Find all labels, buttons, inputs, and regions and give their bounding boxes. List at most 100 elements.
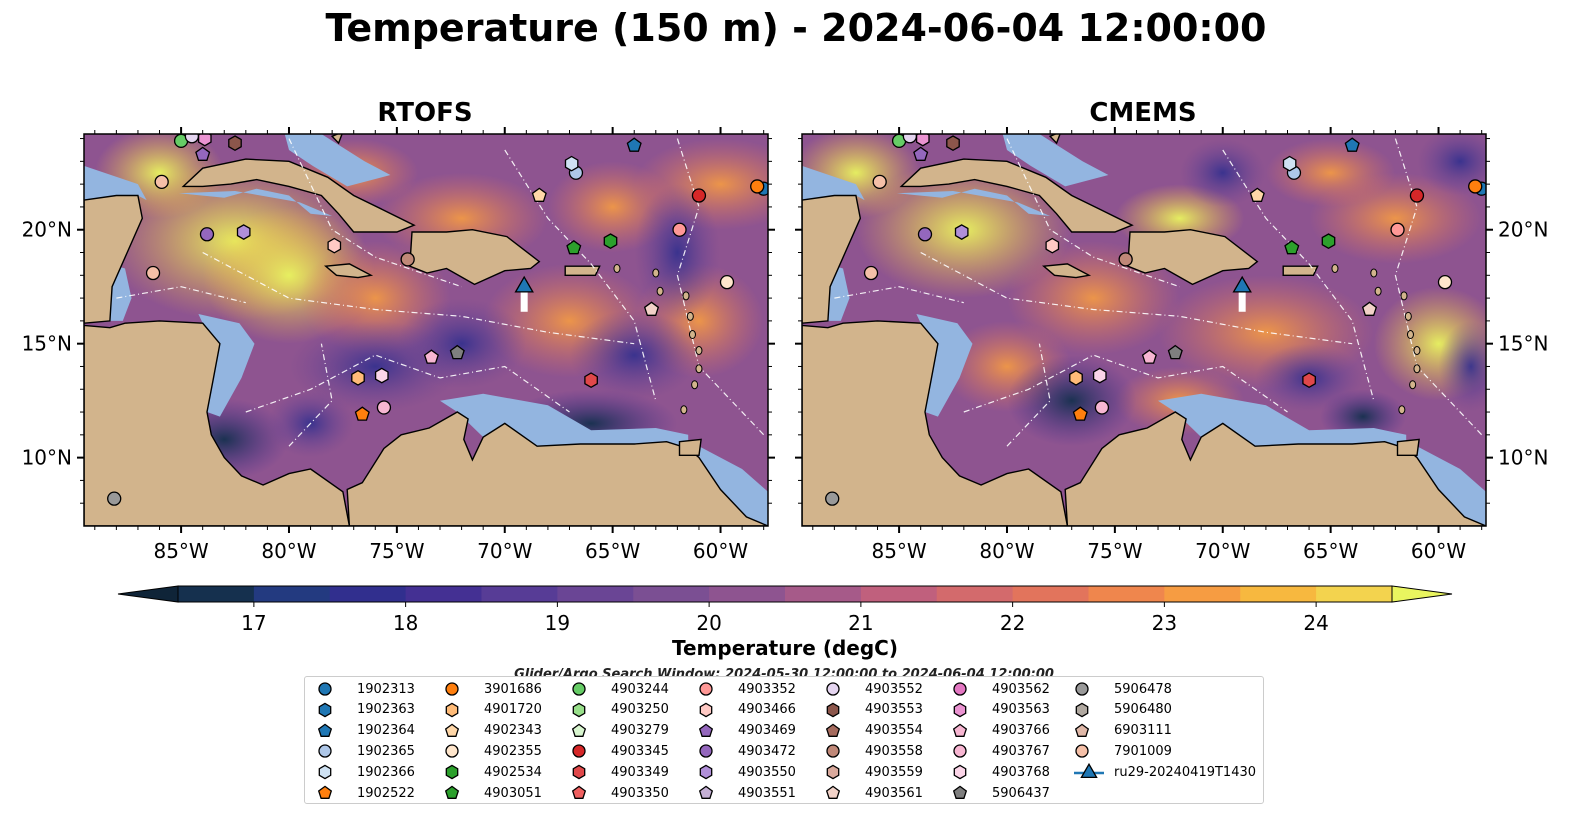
float-4903552 [902, 134, 918, 144]
legend-shape [953, 702, 967, 718]
colorbar-tick-label: 18 [393, 611, 418, 635]
legend-label: 4903766 [992, 723, 1050, 739]
legend-shape [699, 682, 713, 696]
lon-tick-label: 75°W [1087, 539, 1142, 563]
island [1374, 286, 1382, 296]
float-4903349 [584, 372, 598, 389]
legend-shape [952, 723, 968, 737]
legend-item: 4903350 [569, 783, 669, 803]
land-southamerica [1064, 411, 1486, 526]
legend-marker-icon [1075, 682, 1089, 696]
island [695, 364, 703, 374]
legend-item: 4903562 [950, 679, 1050, 699]
float-5906478 [825, 491, 840, 506]
colorbar-tick-label: 23 [1152, 611, 1177, 635]
float-4903553 [946, 135, 960, 152]
legend-item: 4903279 [569, 721, 669, 741]
legend-marker-icon [952, 785, 968, 799]
legend-marker-icon [572, 682, 586, 696]
legend-shape [444, 723, 460, 737]
legend-item: 4903558 [823, 741, 923, 761]
legend-marker-icon [445, 682, 459, 696]
float-4903472 [917, 227, 933, 242]
float-4903563 [197, 134, 212, 147]
lon-tick-label: 60°W [1411, 539, 1466, 563]
legend-shape [318, 702, 332, 718]
legend-label: 4903051 [484, 785, 542, 801]
colorbar-bin [785, 586, 862, 602]
legend-item: 4903561 [823, 783, 923, 803]
shallow-shelf [284, 134, 391, 187]
float-4901720 [351, 369, 365, 386]
legend-item: 4903352 [696, 679, 796, 699]
island [652, 268, 660, 278]
float-5906437 [1167, 344, 1183, 360]
legend-label: 4903350 [611, 785, 669, 801]
legend-marker-icon [1075, 744, 1089, 759]
float-4903558 [1118, 252, 1133, 267]
float-4903051 [566, 239, 582, 255]
legend-label: 4901720 [484, 702, 542, 718]
float-4903352 [672, 222, 687, 237]
colorbar-bin [709, 586, 786, 602]
legend-item: 4903766 [950, 721, 1050, 741]
legend-marker-icon [445, 702, 459, 718]
float-4903768 [374, 367, 389, 384]
colorbar-bin [329, 586, 407, 602]
legend-shape [572, 702, 586, 718]
colorbar-frame [177, 585, 1393, 603]
colorbar-bin [860, 586, 938, 602]
legend-item: 1902365 [315, 741, 415, 761]
legend-item: 4903051 [442, 783, 542, 803]
land-cuba [899, 158, 1134, 233]
float-1902366 [1282, 155, 1297, 172]
temperature-anomaly [1265, 138, 1396, 207]
legend-marker-icon [444, 723, 460, 737]
legend-item: 4903345 [569, 741, 669, 761]
float-4903550 [954, 224, 969, 240]
legend-label: 4903469 [738, 723, 796, 739]
island [1413, 364, 1421, 374]
float-1902366 [564, 155, 579, 172]
legend-marker-icon [699, 744, 713, 759]
legend-item: 7901009 [1072, 741, 1172, 761]
legend-marker-icon [572, 744, 586, 759]
float-4903352 [1390, 222, 1405, 237]
legend-label: ru29-20240419T1430 [1114, 764, 1257, 780]
legend-marker-icon [445, 764, 459, 780]
float-5906437 [449, 344, 465, 360]
legend-item: 4903552 [823, 679, 923, 699]
legend-shape [1075, 702, 1089, 718]
lat-tick-label: 20°N [1498, 218, 1548, 242]
legend-shape [318, 744, 332, 759]
float-4901720 [1069, 369, 1083, 386]
legend-marker-icon [317, 723, 333, 737]
float-4903552 [184, 134, 200, 144]
float-4903345 [1409, 188, 1425, 203]
shallow-shelf [699, 446, 768, 526]
legend-marker-icon [317, 785, 333, 799]
eez-boundary [1006, 138, 1180, 288]
colorbar-bin [481, 586, 558, 602]
island [1406, 330, 1414, 340]
legend-label: 4903553 [865, 702, 923, 718]
glider-marker [1232, 275, 1252, 293]
lat-tick-label: 20°N [22, 218, 72, 242]
legend-item: 6903111 [1072, 721, 1172, 741]
eez-boundary [1394, 138, 1483, 436]
float-4903767 [376, 400, 392, 415]
float-4902343 [531, 187, 547, 202]
legend-label: 4903551 [738, 785, 796, 801]
lat-tick-label: 15°N [1498, 332, 1548, 356]
legend: 1902313 1902363 1902364 1902365 1902366 19025… [304, 676, 1264, 804]
island [688, 330, 696, 340]
legend-label: 4903349 [611, 764, 669, 780]
map-cmems: 85°W 80°W 75°W 70°W 65°W 60°W 10°N 15°N 20°N [795, 127, 1548, 563]
legend-shape [445, 744, 459, 759]
legend-marker-icon [825, 785, 841, 799]
legend-marker-icon [698, 723, 714, 737]
colorbar-tick-label: 24 [1303, 611, 1328, 635]
legend-label: 4903244 [611, 681, 669, 697]
shallow-shelf [198, 314, 255, 417]
shallow-shelf [802, 165, 865, 201]
